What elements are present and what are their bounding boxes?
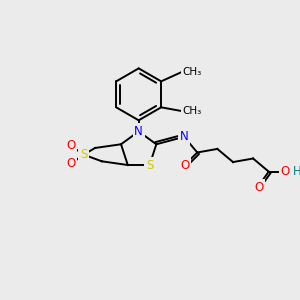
Text: N: N [180,130,188,143]
Text: S: S [146,158,153,172]
Text: S: S [80,148,87,161]
Text: O: O [281,165,290,178]
Text: CH₃: CH₃ [182,67,202,77]
Text: O: O [254,181,263,194]
Text: O: O [66,139,75,152]
Text: O: O [181,159,190,172]
Text: O: O [66,158,75,170]
Text: H: H [293,165,300,178]
Text: CH₃: CH₃ [182,106,202,116]
Text: N: N [134,125,143,138]
